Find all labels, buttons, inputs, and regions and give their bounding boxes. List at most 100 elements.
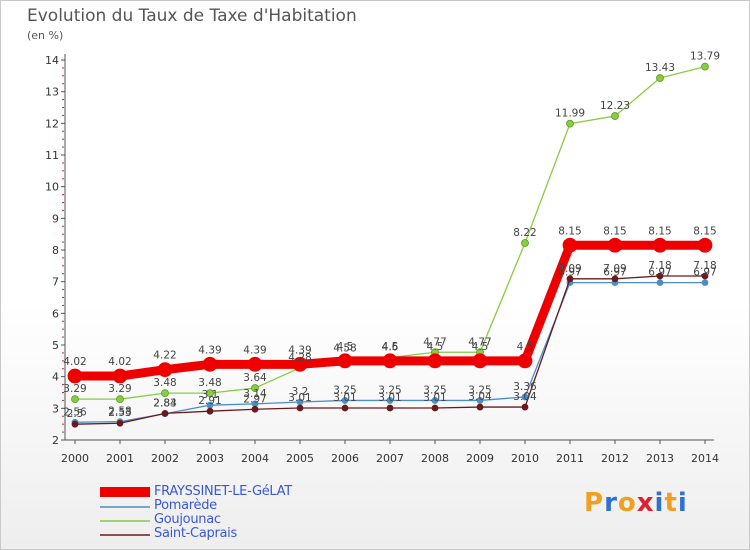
x-tick-label: 2000 (61, 452, 89, 465)
data-point (656, 272, 664, 280)
axes: 2 3 4 5 6 7 8 9 10 11 12 13 14 2000 2001 2002 2003 2004 20… (45, 54, 719, 465)
data-label: 3.25 (468, 384, 491, 396)
legend-swatch-saint-caprais (100, 534, 150, 536)
data-point (251, 384, 259, 392)
proxiti-logo: Proxiti (584, 488, 688, 518)
data-label: 3.01 (333, 392, 356, 404)
y-tick-label: 7 (52, 276, 59, 289)
data-label: 4.77 (423, 336, 446, 348)
data-labels: 4.02 4.024.22 4.39 4.39 4.39 4.5 4.5 4.5 4.5 4.58… (63, 51, 720, 421)
data-label: 3.64 (243, 372, 267, 384)
logo-letter: t (664, 488, 678, 518)
data-point (161, 389, 169, 398)
data-label: 11.99 (555, 108, 585, 120)
data-label: 6.97 (693, 267, 716, 279)
data-label: 4.02 (108, 356, 131, 368)
data-label: 7.18 (693, 260, 716, 272)
x-tick-label: 2002 (151, 452, 179, 465)
data-point (566, 119, 574, 128)
data-label: 7.09 (603, 263, 626, 275)
x-tick-label: 2008 (421, 452, 449, 465)
data-label: 3.2 (292, 386, 309, 398)
data-point (701, 62, 709, 71)
y-tick-label: 11 (45, 149, 59, 162)
x-tick-label: 2012 (601, 452, 629, 465)
y-tick-label: 8 (52, 244, 59, 257)
data-point (611, 275, 619, 283)
data-point (607, 237, 623, 253)
data-point (521, 403, 529, 411)
legend-swatch-pomarede (100, 506, 150, 508)
data-label: 3.01 (288, 392, 311, 404)
data-point (296, 404, 304, 412)
data-point (476, 403, 484, 411)
x-tick-label: 2007 (376, 452, 404, 465)
data-point (431, 397, 439, 404)
data-point (71, 395, 79, 404)
data-point (112, 368, 128, 384)
data-point (656, 279, 664, 287)
y-tick-label: 4 (52, 371, 59, 384)
data-label: 3.48 (153, 377, 176, 389)
data-point (382, 353, 398, 369)
data-point (562, 237, 578, 253)
data-label: 4.39 (243, 344, 266, 356)
data-point (341, 404, 349, 412)
data-label: 2.91 (198, 395, 221, 407)
logo-letter: r (604, 488, 618, 518)
data-label: 3.29 (108, 383, 131, 395)
data-point (472, 353, 488, 369)
y-tick-label: 12 (45, 117, 59, 130)
data-label: 3.1 (202, 389, 219, 401)
data-label: 4.22 (153, 350, 176, 362)
x-tick-label: 2004 (241, 452, 269, 465)
data-point (521, 239, 529, 247)
data-label: 6.97 (648, 267, 671, 279)
y-tick-label: 14 (45, 54, 59, 67)
data-point (652, 237, 668, 253)
data-point (337, 353, 353, 369)
data-point (67, 368, 83, 384)
x-tick-label: 2006 (331, 452, 359, 465)
data-label: 3.29 (63, 383, 86, 395)
data-label: 4.5 (517, 341, 534, 353)
data-label: 3.25 (423, 384, 446, 396)
data-point (697, 237, 713, 253)
data-label: 3.25 (378, 384, 401, 396)
logo-letter: P (584, 488, 605, 518)
data-label: 3.04 (513, 391, 537, 403)
data-point (247, 356, 263, 372)
data-point (611, 112, 619, 120)
data-label: 3.01 (378, 392, 401, 404)
data-label: 4.39 (288, 344, 311, 356)
data-point (701, 279, 709, 287)
logo-letter: o (617, 488, 637, 518)
data-label: 2.97 (243, 393, 266, 405)
data-point (431, 404, 439, 412)
y-tick-label: 6 (52, 307, 59, 320)
data-label: 7.09 (558, 263, 581, 275)
data-point (206, 389, 214, 398)
data-point (701, 272, 709, 280)
data-label: 4.5 (427, 341, 444, 353)
data-label: 6.97 (603, 267, 626, 279)
data-label: 8.22 (513, 227, 536, 239)
y-tick-label: 13 (45, 86, 59, 99)
x-tick-label: 2009 (466, 452, 494, 465)
data-point (656, 74, 664, 82)
data-label: 3.48 (198, 377, 221, 389)
x-tick-label: 2014 (691, 452, 719, 465)
data-label: 4.5 (382, 341, 399, 353)
data-label: 4.28 (288, 352, 311, 364)
data-point (116, 419, 124, 427)
data-label: 2.5 (67, 408, 84, 420)
data-label: 4.77 (468, 336, 491, 348)
data-point (517, 353, 533, 369)
x-tick-label: 2003 (196, 452, 224, 465)
legend-label: Saint-Caprais (154, 526, 237, 541)
data-point (341, 397, 349, 404)
data-point (476, 397, 484, 404)
data-label: 3.01 (423, 392, 446, 404)
data-label: 4.39 (198, 344, 221, 356)
